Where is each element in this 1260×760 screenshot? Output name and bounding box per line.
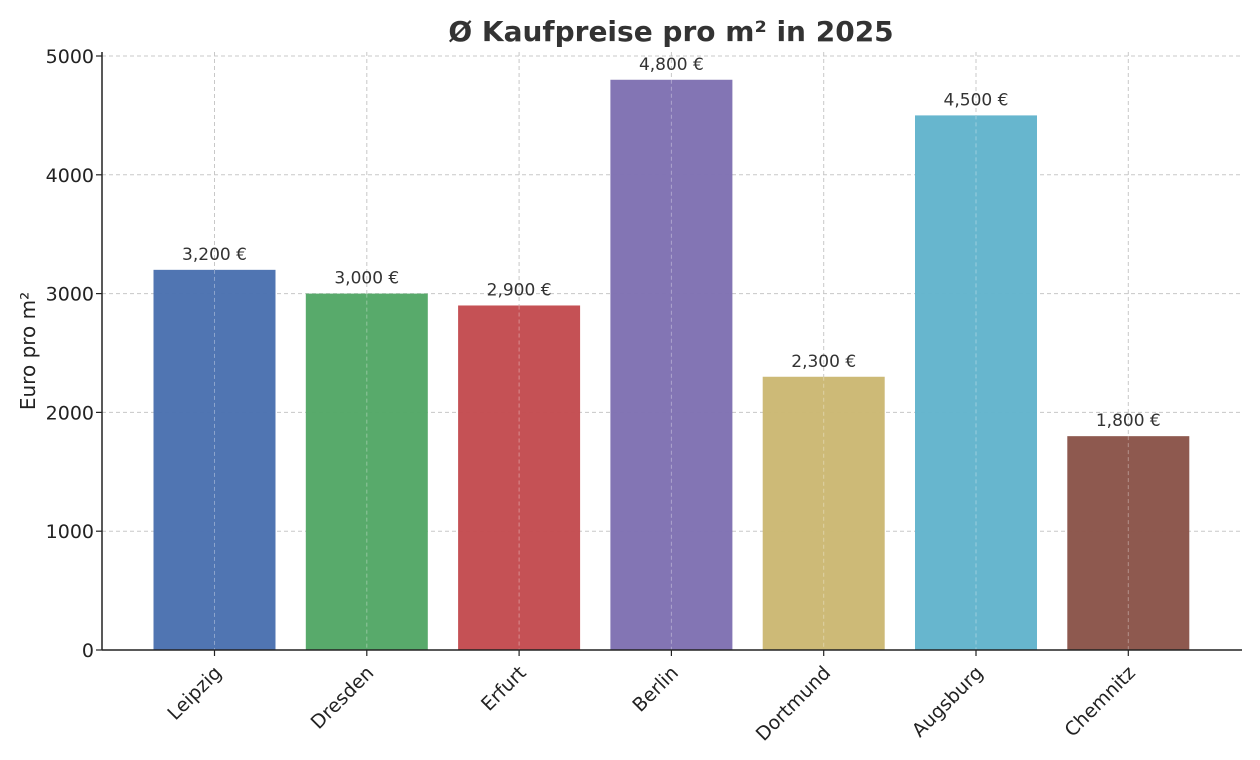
bar-chemnitz [1067,436,1190,650]
x-tick-label: Berlin [628,662,683,717]
y-tick-label: 0 [82,640,94,662]
bar-leipzig [153,269,276,650]
x-tick-label: Dortmund [752,662,836,746]
bar-erfurt [458,305,581,650]
bar-dortmund [762,376,885,650]
bar-value-label: 2,300 € [791,352,856,372]
bar-value-label: 1,800 € [1096,411,1161,431]
bar-value-label: 4,800 € [639,55,704,75]
y-tick-label: 2000 [46,402,94,424]
y-tick-label: 1000 [46,521,94,543]
bar-value-label: 3,000 € [334,269,399,289]
y-tick-label: 4000 [46,165,94,187]
x-tick-label: Dresden [307,662,379,734]
bar-value-label: 3,200 € [182,245,247,265]
x-tick-label: Leipzig [163,662,226,725]
bar-berlin [610,79,733,650]
bars [153,79,1190,650]
x-tick-label: Chemnitz [1060,662,1139,741]
bar-dresden [305,293,428,650]
bar-value-label: 2,900 € [487,280,552,300]
x-tick-label: Erfurt [477,662,531,716]
bar-value-label: 4,500 € [944,90,1009,110]
y-tick-label: 3000 [46,284,94,306]
bar-augsburg [915,115,1037,650]
axes [96,52,1242,656]
chart-title: Ø Kaufpreise pro m² in 2025 [448,15,893,48]
y-axis-label: Euro pro m² [16,292,40,410]
x-tick-label: Augsburg [908,662,988,742]
y-tick-label: 5000 [46,46,94,68]
